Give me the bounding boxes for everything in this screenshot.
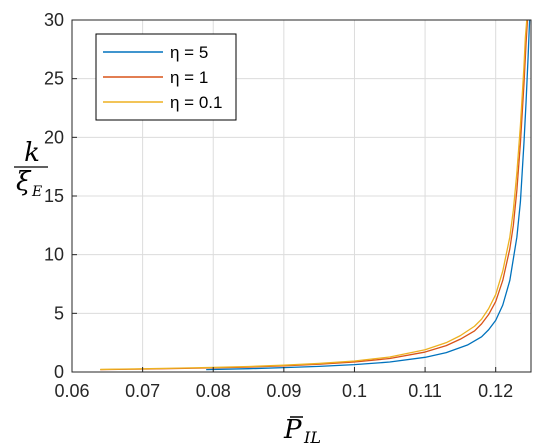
y-tick-label: 25 (44, 69, 64, 89)
y-tick-label: 0 (54, 362, 64, 382)
y-tick-label: 5 (54, 303, 64, 323)
legend-label-2: η = 1 (170, 68, 208, 87)
legend-label-1: η = 5 (170, 43, 208, 62)
x-tick-labels: 0.06 0.07 0.08 0.09 0.1 0.11 0.12 (54, 367, 513, 401)
y-axis-label-numerator: k (24, 138, 40, 168)
y-axis-label-denominator: ξ (16, 167, 32, 197)
y-axis-label-denominator-sub: E (31, 184, 42, 200)
x-tick-label: 0.08 (196, 381, 231, 401)
y-tick-label: 15 (44, 186, 64, 206)
x-tick-label: 0.12 (478, 381, 513, 401)
legend-label-3: η = 0.1 (170, 93, 222, 112)
y-tick-label: 10 (44, 245, 64, 265)
y-tick-labels: 0 5 10 15 20 25 30 (44, 10, 77, 382)
x-tick-label: 0.07 (125, 381, 160, 401)
x-axis-label-sub: IL (303, 428, 321, 447)
series-line-3 (100, 19, 528, 371)
x-axis-label-base: P (283, 415, 302, 445)
y-tick-label: 20 (44, 127, 64, 147)
x-tick-label: 0.11 (408, 381, 442, 401)
x-tick-label: 0.09 (266, 381, 301, 401)
series-lines (100, 19, 531, 371)
y-tick-label: 30 (44, 10, 64, 30)
series-line-1 (206, 19, 531, 371)
x-tick-label: 0.06 (54, 381, 89, 401)
y-axis-label: k ξ E (14, 138, 48, 200)
x-axis-label: P IL (283, 415, 321, 447)
legend: η = 5 η = 1 η = 0.1 (95, 33, 237, 121)
x-tick-label: 0.1 (342, 381, 367, 401)
